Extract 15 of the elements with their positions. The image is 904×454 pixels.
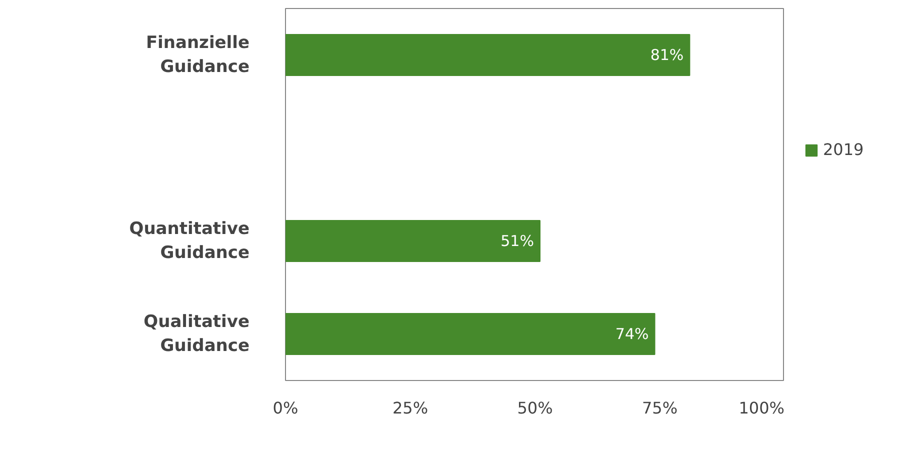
x-tick-label: 50% — [517, 398, 553, 418]
x-tick-label: 0% — [272, 398, 298, 418]
data-label: 81% — [650, 46, 684, 64]
bar — [286, 34, 690, 76]
data-label: 51% — [500, 232, 534, 250]
x-tick-label: 100% — [738, 398, 785, 418]
x-tick-label: 75% — [642, 398, 678, 418]
y-tick-label: Qualitative Guidance — [144, 312, 250, 356]
legend-label: 2019 — [823, 140, 864, 159]
y-tick-label: Quantitative Guidance — [129, 219, 250, 263]
x-tick-label: 25% — [392, 398, 428, 418]
data-label: 74% — [615, 325, 649, 343]
y-tick-label: Finanzielle Guidance — [146, 33, 250, 77]
bar — [286, 220, 540, 262]
bar — [286, 313, 656, 355]
